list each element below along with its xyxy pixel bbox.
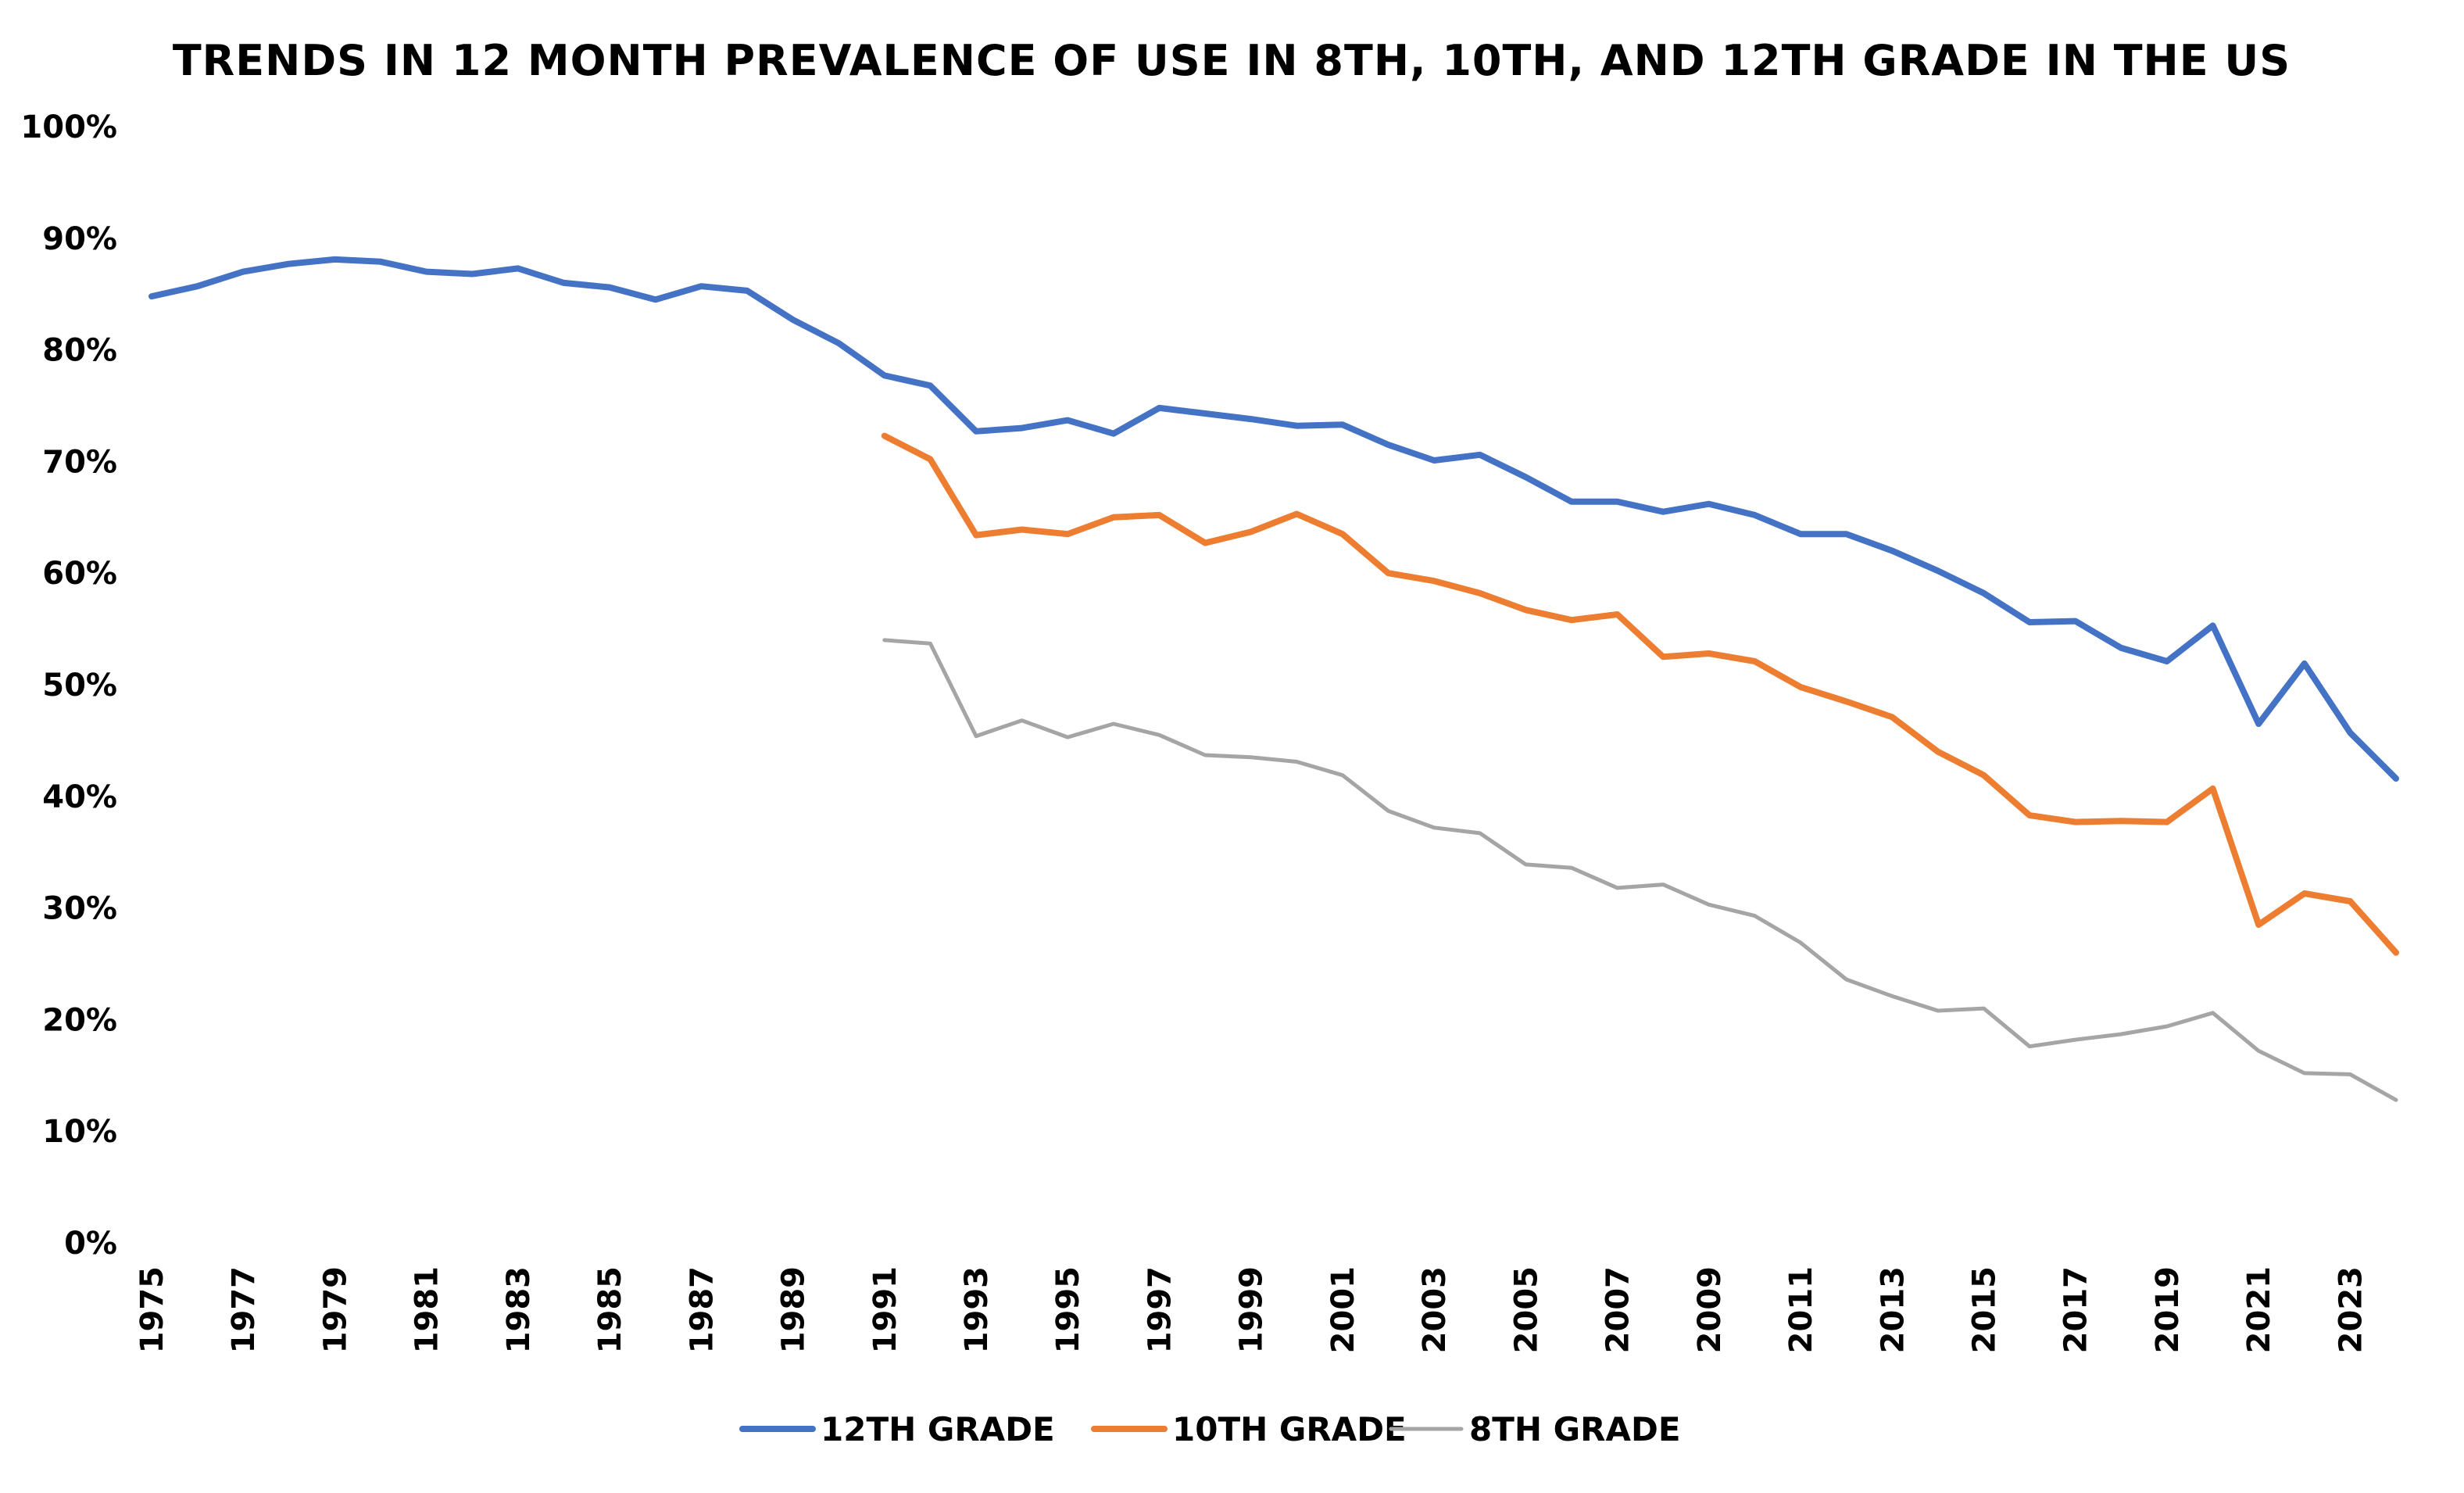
y-tick-label: 50% [42, 668, 117, 704]
y-tick-label: 40% [42, 779, 117, 815]
x-tick-label: 1999 [1234, 1266, 1270, 1353]
y-tick-label: 10% [42, 1114, 117, 1150]
x-tick-label: 2021 [2241, 1266, 2277, 1353]
y-tick-label: 20% [42, 1002, 117, 1038]
y-tick-label: 0% [64, 1226, 117, 1262]
y-tick-label: 100% [20, 109, 117, 145]
x-tick-label: 2013 [1875, 1266, 1911, 1353]
x-tick-label: 1997 [1142, 1266, 1178, 1353]
x-tick-label: 2011 [1783, 1266, 1819, 1353]
x-tick-label: 2001 [1325, 1266, 1361, 1353]
x-tick-label: 2017 [2058, 1266, 2094, 1353]
x-tick-label: 1989 [776, 1266, 812, 1353]
x-tick-label: 1981 [409, 1266, 445, 1353]
x-tick-label: 1991 [867, 1266, 903, 1353]
y-tick-label: 60% [42, 556, 117, 592]
x-tick-label: 1993 [959, 1266, 995, 1353]
chart-title: TRENDS IN 12 MONTH PREVALENCE OF USE IN … [173, 36, 2291, 85]
x-tick-label: 1979 [317, 1266, 353, 1353]
y-tick-label: 80% [42, 333, 117, 369]
x-tick-label: 2023 [2333, 1266, 2369, 1353]
x-tick-label: 2009 [1692, 1266, 1728, 1353]
y-tick-label: 30% [42, 891, 117, 927]
legend-label: 12TH GRADE [821, 1410, 1055, 1448]
x-tick-label: 1975 [134, 1266, 170, 1353]
x-tick-label: 1977 [226, 1266, 262, 1353]
legend-label: 10TH GRADE [1172, 1410, 1407, 1448]
x-tick-label: 2007 [1600, 1266, 1636, 1353]
y-tick-label: 70% [42, 444, 117, 480]
x-tick-label: 1995 [1050, 1266, 1086, 1353]
x-tick-label: 2015 [1966, 1266, 2002, 1353]
x-tick-label: 2005 [1508, 1266, 1544, 1353]
x-tick-label: 2019 [2150, 1266, 2186, 1353]
legend: 12TH GRADE 10TH GRADE 8TH GRADE [742, 1410, 1681, 1448]
x-tick-label: 2003 [1417, 1266, 1453, 1353]
x-tick-label: 1983 [501, 1266, 537, 1353]
legend-label: 8TH GRADE [1469, 1410, 1681, 1448]
x-tick-label: 1985 [592, 1266, 628, 1353]
y-tick-label: 90% [42, 221, 117, 257]
x-tick-label: 1987 [684, 1266, 720, 1353]
